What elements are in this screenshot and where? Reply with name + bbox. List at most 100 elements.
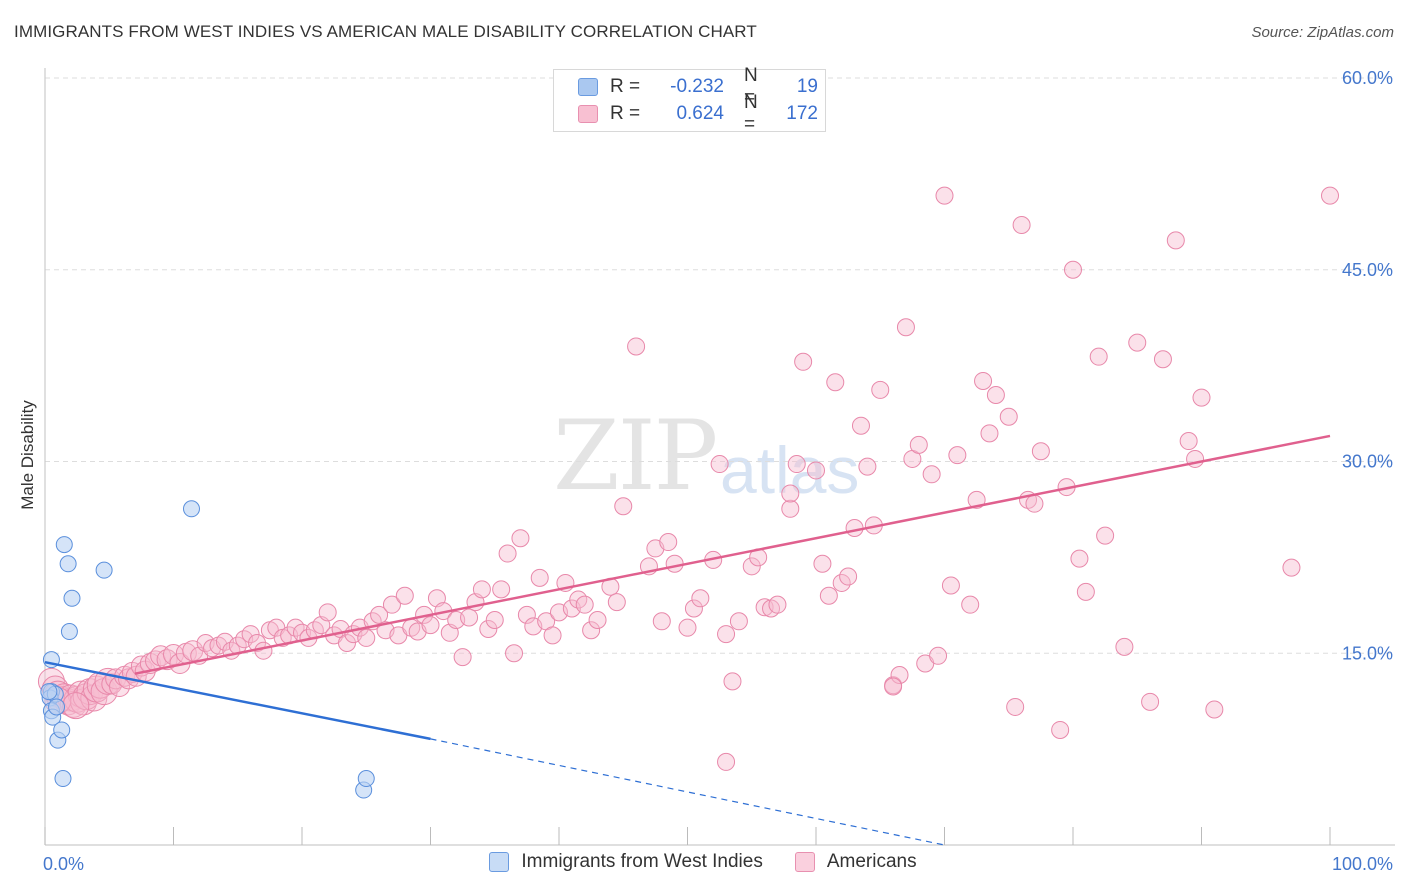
data-point-americans <box>582 621 601 640</box>
y-tick-label: 45.0% <box>1342 260 1393 280</box>
data-point-americans <box>1064 260 1082 279</box>
data-point-americans <box>710 455 729 474</box>
data-point-americans <box>948 446 967 465</box>
data-point-americans <box>787 455 806 474</box>
data-point-americans <box>1192 388 1211 407</box>
data-point-americans <box>922 465 941 484</box>
correlation-legend: R = -0.232 N = 19 R = 0.624 N = 172 <box>553 65 826 135</box>
data-point-americans <box>453 648 472 667</box>
data-point-americans <box>929 646 948 665</box>
data-point-americans <box>871 380 890 399</box>
data-point-americans <box>781 484 800 503</box>
data-point-americans <box>1141 692 1160 711</box>
data-point-americans <box>460 608 479 627</box>
data-point-west-indies <box>357 770 375 788</box>
data-point-americans <box>659 533 678 552</box>
data-point-americans <box>684 599 703 618</box>
data-point-americans <box>472 580 491 599</box>
legend-swatch-pink <box>794 852 815 872</box>
data-point-americans <box>794 352 813 371</box>
data-point-americans <box>1025 494 1044 513</box>
data-point-americans <box>909 435 928 454</box>
data-point-americans <box>980 424 999 443</box>
data-point-americans <box>511 529 530 548</box>
data-point-americans <box>517 605 536 624</box>
data-point-americans <box>1051 720 1070 739</box>
data-point-americans <box>1321 186 1339 205</box>
data-point-americans <box>781 499 800 518</box>
data-point-americans <box>1153 350 1172 369</box>
data-point-americans <box>986 386 1005 405</box>
data-point-americans <box>678 618 697 637</box>
data-point-americans <box>768 595 787 614</box>
data-point-americans <box>652 612 671 631</box>
data-point-west-indies <box>63 589 81 607</box>
trend-line-west-indies <box>44 660 431 741</box>
chart-title: IMMIGRANTS FROM WEST INDIES VS AMERICAN … <box>14 22 757 41</box>
data-point-americans <box>665 554 684 573</box>
data-point-americans <box>479 619 498 638</box>
data-point-americans <box>961 595 980 614</box>
data-point-americans <box>241 625 260 644</box>
data-point-americans <box>1031 442 1050 461</box>
data-point-americans <box>492 580 511 599</box>
trend-line-americans <box>134 434 1331 675</box>
data-point-americans <box>807 461 825 480</box>
data-point-americans <box>318 603 337 622</box>
data-point-americans <box>248 634 267 653</box>
data-point-americans <box>382 595 401 614</box>
legend-item-americans[interactable]: Americans <box>794 851 917 873</box>
data-point-americans <box>717 752 736 771</box>
watermark-atlas: atlas <box>720 433 860 507</box>
data-point-americans <box>974 371 993 390</box>
data-point-americans <box>941 576 960 595</box>
y-tick-label: 30.0% <box>1342 452 1393 472</box>
data-point-americans <box>851 416 870 435</box>
data-point-americans <box>485 611 504 630</box>
data-point-americans <box>357 628 376 647</box>
data-point-americans <box>884 677 903 696</box>
data-point-americans <box>530 568 549 587</box>
data-point-americans <box>1179 432 1198 451</box>
y-tick-label: 15.0% <box>1342 643 1393 663</box>
data-point-americans <box>575 595 594 614</box>
data-point-americans <box>967 490 986 509</box>
legend-r-label: R = <box>610 103 641 124</box>
data-point-americans <box>607 593 626 612</box>
data-point-americans <box>337 634 356 653</box>
legend-n-value: 19 <box>796 76 818 97</box>
data-point-americans <box>1089 347 1108 366</box>
data-point-americans <box>845 518 864 537</box>
x-tick-label: 100.0% <box>1332 854 1393 874</box>
data-point-americans <box>1166 231 1185 250</box>
data-point-americans <box>1006 697 1025 716</box>
source-label: Source: ZipAtlas.com <box>1251 24 1394 41</box>
legend-n-label: N = <box>744 65 758 108</box>
legend-row-americans: R = 0.624 N = 172 <box>578 92 818 135</box>
data-point-west-indies <box>53 721 71 739</box>
data-point-americans <box>1128 333 1147 352</box>
data-point-americans <box>890 665 909 684</box>
data-point-west-indies <box>182 500 200 518</box>
data-point-americans <box>723 672 742 691</box>
legend-r-value: -0.232 <box>670 76 724 97</box>
data-point-americans <box>1096 526 1115 545</box>
data-point-americans <box>588 611 607 630</box>
legend-item-west-indies[interactable]: Immigrants from West Indies <box>489 851 763 873</box>
data-point-americans <box>1205 700 1224 719</box>
legend-r-label: R = <box>610 76 641 97</box>
data-point-americans <box>813 554 832 573</box>
data-point-americans <box>717 625 736 644</box>
data-point-americans <box>999 407 1018 426</box>
data-point-americans <box>1282 558 1301 577</box>
data-point-americans <box>1115 637 1134 656</box>
data-point-west-indies <box>60 623 78 641</box>
data-point-west-indies <box>55 536 73 554</box>
legend-row-west-indies: R = -0.232 N = 19 <box>578 65 818 108</box>
data-point-americans <box>896 318 915 337</box>
watermark-zip: ZIP <box>553 400 718 512</box>
data-point-americans <box>826 373 845 392</box>
x-tick-label: 0.0% <box>43 854 84 874</box>
legend-swatch-pink <box>578 105 598 123</box>
